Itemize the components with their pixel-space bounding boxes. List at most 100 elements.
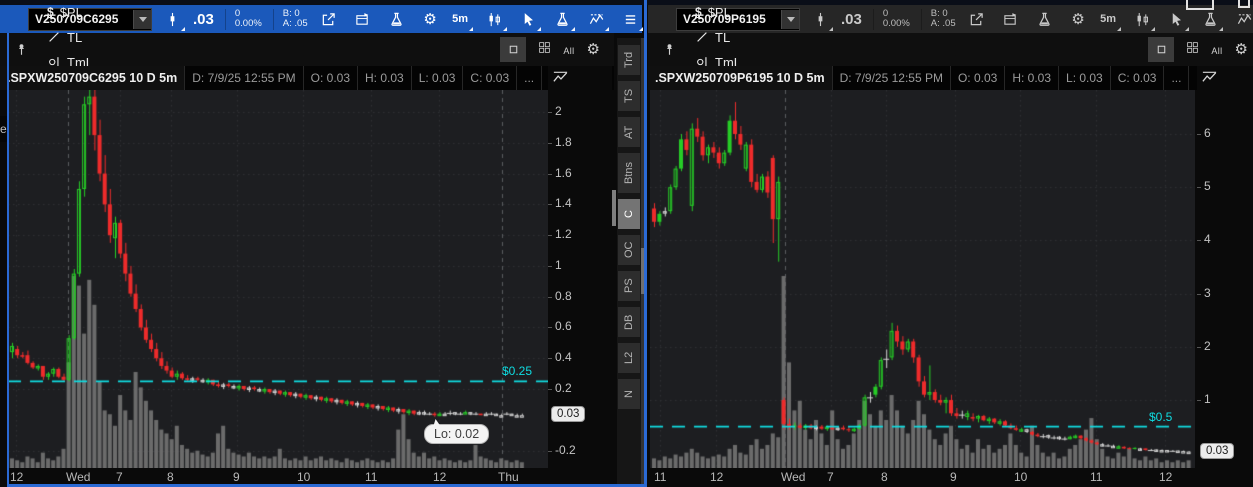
pin-icon[interactable] bbox=[656, 42, 682, 57]
gear-icon[interactable]: ⚙ bbox=[1071, 10, 1085, 28]
price-axis-label: 1.4 bbox=[555, 196, 572, 211]
all-button[interactable]: All bbox=[563, 45, 575, 56]
tool-tl-button[interactable]: TL bbox=[684, 25, 754, 50]
gadget-tab-l2[interactable]: L2 bbox=[618, 343, 640, 373]
price-axis-label: 0.6 bbox=[555, 319, 572, 334]
last-price: .03 bbox=[193, 10, 214, 28]
gear-button[interactable]: ⚙ bbox=[586, 40, 600, 58]
pin-icon[interactable] bbox=[8, 42, 34, 57]
dropdown-corner bbox=[502, 26, 507, 31]
symbol-input[interactable]: V250709C6295 bbox=[28, 7, 152, 31]
cursor-icon[interactable] bbox=[1167, 10, 1189, 31]
chart-mode-icon[interactable] bbox=[1201, 69, 1218, 89]
price-axis-label: 0.4 bbox=[555, 350, 572, 365]
tool-label: $PL bbox=[707, 4, 731, 20]
cursor-icon[interactable] bbox=[519, 10, 541, 31]
symbol-input[interactable]: V250709P6195 bbox=[676, 7, 800, 31]
chart-style-icon[interactable] bbox=[811, 10, 833, 31]
share-icon[interactable] bbox=[967, 10, 986, 29]
gadget-tab-db[interactable]: DB bbox=[618, 307, 640, 337]
gadget-tab-ps[interactable]: PS bbox=[618, 271, 640, 301]
tool-pl-button[interactable]: $ $PL bbox=[47, 4, 83, 20]
flask-icon[interactable] bbox=[1035, 10, 1054, 29]
pattern-icon[interactable] bbox=[1235, 10, 1253, 31]
gadget-tab-oc[interactable]: OC bbox=[618, 235, 640, 265]
focused-window-border-bottom bbox=[7, 484, 647, 487]
gadget-tab-btns[interactable]: Btns bbox=[618, 153, 640, 193]
tool-tl-button[interactable]: TL bbox=[36, 25, 106, 50]
tab-strip-scroll-thumb[interactable] bbox=[641, 248, 644, 294]
gadget-tab-ts[interactable]: TS bbox=[618, 81, 640, 111]
ohlc-open: O: 0.03 bbox=[951, 66, 1006, 90]
axis-tick bbox=[1197, 187, 1201, 189]
chart-mode-icon[interactable] bbox=[552, 69, 569, 89]
gadget-tab-trd[interactable]: Trd bbox=[618, 45, 640, 75]
chart-style-icon[interactable] bbox=[163, 10, 185, 31]
time-axis-label: 8 bbox=[167, 470, 174, 484]
flask-icon[interactable] bbox=[387, 10, 406, 29]
gear-button[interactable]: ⚙ bbox=[1234, 40, 1248, 58]
axis-scrollbar-thumb[interactable] bbox=[612, 190, 616, 226]
ohlc-high: H: 0.03 bbox=[358, 66, 412, 90]
gadget-tab-c[interactable]: C bbox=[618, 199, 640, 229]
change-value: 0 bbox=[234, 7, 241, 19]
candles-icon[interactable] bbox=[1133, 10, 1155, 31]
price-chart-canvas[interactable] bbox=[650, 90, 1195, 468]
timeframe-button[interactable]: 5m bbox=[451, 10, 473, 31]
axis-tick bbox=[1197, 293, 1201, 295]
gear-icon[interactable]: ⚙ bbox=[423, 10, 437, 28]
maximize-button[interactable] bbox=[500, 37, 527, 62]
tool-tml-button[interactable]: TmL bbox=[36, 50, 106, 75]
flask-icon[interactable] bbox=[1201, 10, 1223, 31]
notes-icon[interactable] bbox=[353, 10, 372, 29]
bid-ask-stat: B: 0 A: .05 bbox=[920, 8, 956, 30]
gadget-tab-at[interactable]: AT bbox=[618, 117, 640, 147]
time-axis-label: 7 bbox=[116, 470, 123, 484]
price-chart-canvas[interactable] bbox=[8, 90, 548, 468]
tool-label: TL bbox=[715, 29, 731, 45]
candles-icon[interactable] bbox=[485, 10, 507, 31]
notes-icon[interactable] bbox=[1001, 10, 1020, 29]
timeframe-button[interactable]: 5m bbox=[1099, 10, 1121, 31]
share-icon[interactable] bbox=[319, 10, 338, 29]
time-axis-label: 9 bbox=[950, 470, 957, 484]
symbol-value[interactable]: V250709C6295 bbox=[35, 12, 119, 26]
change-stat: 0 0.00% bbox=[224, 7, 262, 30]
price-axis-label: 1.2 bbox=[555, 227, 572, 242]
dropdown-corner bbox=[536, 26, 541, 31]
chart-header: .SPXW250709P6195 10 D 5m D: 7/9/25 12:55… bbox=[648, 66, 1253, 90]
price-axis[interactable]: 0.03 6 5 4 3 2 1 bbox=[1197, 66, 1253, 468]
time-axis-label: 11 bbox=[365, 470, 378, 484]
axis-tick bbox=[548, 358, 552, 360]
grid-button[interactable] bbox=[538, 41, 551, 59]
grid-button[interactable] bbox=[1186, 41, 1199, 59]
symbol-dropdown-button[interactable] bbox=[781, 9, 799, 29]
time-axis-label: 9 bbox=[233, 470, 240, 484]
axis-tick bbox=[1197, 133, 1201, 135]
focused-window-border-right bbox=[644, 0, 647, 487]
price-axis-label: 1.8 bbox=[555, 134, 572, 149]
gadget-tab-n[interactable]: N bbox=[618, 379, 640, 409]
pattern-icon[interactable] bbox=[587, 10, 609, 31]
chevron-down-icon bbox=[786, 16, 795, 22]
price-axis-label: -0.2 bbox=[555, 442, 576, 457]
price-axis[interactable]: 0.03 2 1.8 1.6 1.4 1.2 1 0.8 0.6 0.4 0.2 -0.2 bbox=[548, 66, 612, 468]
header-more[interactable]: ... bbox=[1164, 66, 1190, 90]
ohlc-close: C: 0.03 bbox=[1111, 66, 1165, 90]
symbol-value[interactable]: V250709P6195 bbox=[683, 12, 766, 26]
time-axis[interactable]: 11 12 Wed 7 8 9 10 11 12 bbox=[648, 468, 1253, 487]
menu-icon[interactable] bbox=[621, 10, 643, 31]
maximize-button[interactable] bbox=[1148, 37, 1175, 62]
time-axis[interactable]: 12 Wed 7 8 9 10 11 12 Thu bbox=[0, 468, 614, 487]
edge-label-fragment: e bbox=[0, 116, 8, 142]
time-axis-label: 8 bbox=[881, 470, 888, 484]
price-axis-label: 2 bbox=[1204, 338, 1211, 353]
tool-tml-button[interactable]: TmL bbox=[684, 50, 754, 75]
price-axis-label: 2 bbox=[555, 104, 562, 118]
all-button[interactable]: All bbox=[1211, 45, 1223, 56]
tool-pl-button[interactable]: $ $PL bbox=[695, 4, 731, 20]
symbol-dropdown-button[interactable] bbox=[133, 9, 151, 29]
price-axis-label: 3 bbox=[1204, 285, 1211, 300]
header-more[interactable]: ... bbox=[517, 66, 543, 90]
flask-icon[interactable] bbox=[553, 10, 575, 31]
